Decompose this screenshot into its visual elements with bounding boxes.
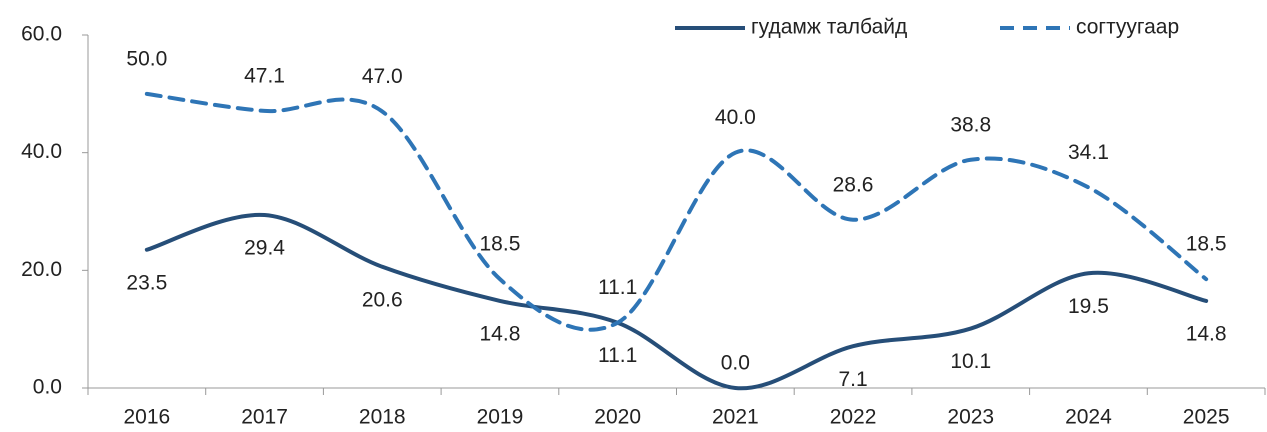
x-tick-label: 2016 (123, 406, 170, 429)
x-tick-label: 2017 (241, 406, 288, 429)
line-series (144, 91, 1209, 332)
data-label: 18.5 (480, 233, 521, 256)
data-label: 19.5 (1068, 295, 1109, 318)
data-label: 11.1 (598, 276, 637, 299)
data-label: 28.6 (833, 173, 874, 196)
data-label: 20.6 (362, 288, 403, 311)
data-label: 11.1 (598, 344, 637, 367)
data-label: 40.0 (715, 106, 756, 129)
x-tick-label: 2022 (830, 406, 877, 429)
data-label: 18.5 (1186, 233, 1227, 256)
x-tick-label: 2025 (1183, 406, 1230, 429)
data-label: 50.0 (126, 47, 167, 70)
data-label: 7.1 (838, 368, 867, 391)
x-tick-label: 2021 (712, 406, 759, 429)
data-label: 47.0 (362, 65, 403, 88)
legend-label: гудамж талбайд (751, 16, 907, 39)
x-tick-label: 2020 (594, 406, 641, 429)
y-tick-label: 60.0 (21, 23, 62, 46)
x-tick-label: 2019 (477, 406, 524, 429)
line-series (144, 213, 1209, 391)
data-label: 34.1 (1068, 141, 1109, 164)
data-label: 14.8 (1186, 322, 1227, 345)
x-tick-label: 2024 (1065, 406, 1112, 429)
data-label: 23.5 (126, 271, 167, 294)
data-label: 29.4 (244, 237, 285, 260)
data-label: 14.8 (480, 322, 521, 345)
y-tick-label: 40.0 (21, 140, 62, 163)
legend-label: согтуугаар (1076, 16, 1179, 39)
y-tick-label: 0.0 (33, 376, 62, 399)
x-tick-label: 2023 (947, 406, 994, 429)
data-label: 47.1 (244, 64, 285, 87)
data-label: 38.8 (950, 113, 991, 136)
y-tick-label: 20.0 (21, 258, 62, 281)
x-tick-label: 2018 (359, 406, 406, 429)
data-label: 10.1 (950, 350, 991, 373)
data-label: 0.0 (721, 352, 750, 375)
